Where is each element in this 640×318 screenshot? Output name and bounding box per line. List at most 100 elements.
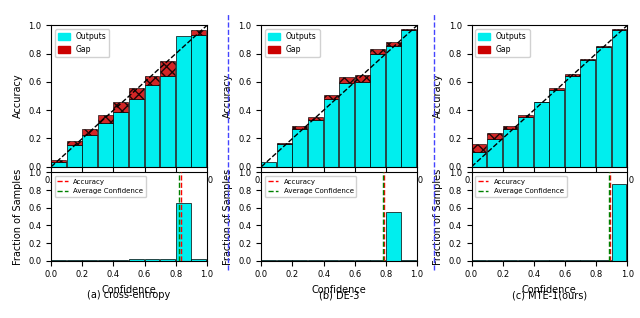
Bar — [612, 29, 627, 31]
Bar — [129, 99, 144, 167]
Bar — [565, 74, 580, 76]
Bar — [612, 184, 627, 261]
Bar — [277, 260, 292, 261]
Bar — [324, 95, 339, 99]
Title: (c) MTE-1(ours): (c) MTE-1(ours) — [512, 290, 587, 300]
Bar — [596, 260, 611, 261]
X-axis label: Confidence: Confidence — [522, 285, 577, 295]
Bar — [308, 117, 323, 120]
Legend: Outputs, Gap: Outputs, Gap — [265, 29, 319, 57]
Bar — [160, 61, 175, 76]
Bar — [261, 162, 276, 167]
Bar — [596, 47, 611, 167]
Bar — [51, 160, 66, 162]
Bar — [51, 260, 66, 261]
Bar — [401, 29, 416, 31]
Bar — [129, 259, 144, 261]
Bar — [83, 135, 97, 167]
Bar — [487, 139, 502, 167]
Bar — [518, 115, 533, 117]
Bar — [565, 260, 580, 261]
Bar — [580, 60, 595, 167]
Bar — [83, 260, 97, 261]
Bar — [565, 76, 580, 167]
Bar — [98, 123, 113, 167]
Bar — [191, 259, 206, 261]
Legend: Accuracy, Average Confidence: Accuracy, Average Confidence — [475, 176, 566, 197]
Bar — [67, 145, 81, 167]
Bar — [160, 76, 175, 167]
Bar — [277, 143, 292, 144]
Bar — [472, 144, 486, 152]
X-axis label: Confidence: Confidence — [522, 191, 577, 201]
Bar — [386, 212, 401, 261]
Bar — [98, 260, 113, 261]
Bar — [472, 260, 486, 261]
Bar — [355, 260, 369, 261]
Bar — [261, 260, 276, 261]
Bar — [612, 31, 627, 167]
Bar — [67, 141, 81, 145]
Bar — [386, 46, 401, 167]
Bar — [324, 260, 339, 261]
Legend: Outputs, Gap: Outputs, Gap — [476, 29, 530, 57]
Bar — [549, 90, 564, 167]
Y-axis label: Accuracy: Accuracy — [13, 74, 22, 118]
Bar — [113, 102, 128, 112]
Y-axis label: Fraction of Samples: Fraction of Samples — [433, 169, 443, 265]
Bar — [113, 112, 128, 167]
Bar — [534, 102, 548, 167]
Bar — [549, 88, 564, 90]
X-axis label: Confidence: Confidence — [102, 285, 156, 295]
Bar — [401, 31, 416, 167]
Bar — [308, 120, 323, 167]
Y-axis label: Fraction of Samples: Fraction of Samples — [13, 169, 22, 265]
X-axis label: Confidence: Confidence — [102, 191, 156, 201]
Bar — [191, 35, 206, 167]
Bar — [191, 31, 206, 35]
Bar — [355, 75, 369, 82]
Bar — [83, 128, 97, 135]
Bar — [176, 36, 191, 167]
Legend: Outputs, Gap: Outputs, Gap — [55, 29, 109, 57]
Bar — [518, 117, 533, 167]
Bar — [549, 260, 564, 261]
Bar — [502, 126, 518, 128]
Bar — [580, 260, 595, 261]
Bar — [308, 260, 323, 261]
Title: (b) DE-3: (b) DE-3 — [319, 290, 360, 300]
Bar — [339, 77, 354, 83]
Legend: Accuracy, Average Confidence: Accuracy, Average Confidence — [54, 176, 146, 197]
Bar — [339, 83, 354, 167]
Bar — [580, 59, 595, 60]
X-axis label: Confidence: Confidence — [312, 285, 367, 295]
Bar — [145, 259, 159, 261]
Bar — [371, 49, 385, 54]
Bar — [98, 115, 113, 123]
Bar — [487, 260, 502, 261]
X-axis label: Confidence: Confidence — [312, 191, 367, 201]
Bar — [277, 144, 292, 167]
Bar — [502, 260, 518, 261]
Bar — [324, 99, 339, 167]
Bar — [67, 260, 81, 261]
Y-axis label: Accuracy: Accuracy — [223, 74, 233, 118]
Bar — [472, 152, 486, 167]
Bar — [386, 42, 401, 46]
Bar — [145, 86, 159, 167]
Bar — [487, 133, 502, 139]
Bar — [339, 260, 354, 261]
Title: (a) cross-entropy: (a) cross-entropy — [88, 290, 171, 300]
Bar — [292, 129, 307, 167]
Bar — [371, 260, 385, 261]
Bar — [534, 260, 548, 261]
Bar — [176, 204, 191, 261]
Bar — [292, 127, 307, 129]
Bar — [596, 46, 611, 47]
Bar — [51, 162, 66, 167]
Y-axis label: Fraction of Samples: Fraction of Samples — [223, 169, 233, 265]
Bar — [355, 82, 369, 167]
Bar — [145, 76, 159, 86]
Bar — [371, 54, 385, 167]
Bar — [160, 259, 175, 261]
